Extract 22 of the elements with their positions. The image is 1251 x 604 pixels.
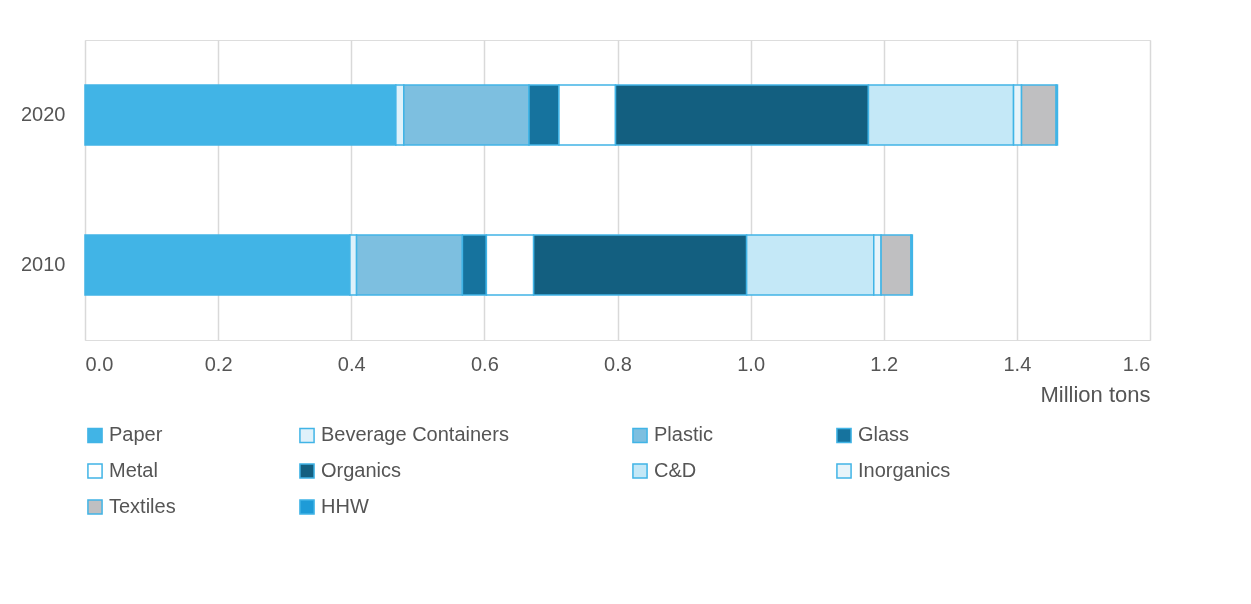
legend-label: Beverage Containers <box>321 423 509 446</box>
x-tick-label: 0.2 <box>204 352 233 375</box>
x-tick-label: 1.4 <box>1003 352 1032 375</box>
x-tick-label: 0.8 <box>604 352 632 375</box>
y-tick-label: 2020 <box>21 103 66 125</box>
legend-label: Inorganics <box>858 459 951 481</box>
x-tick-label: 0.0 <box>85 352 114 375</box>
legend-label: Textiles <box>109 495 176 517</box>
legend-label: Glass <box>858 423 910 446</box>
x-tick-label: 1.6 <box>1122 352 1151 375</box>
x-tick-label: 0.4 <box>337 352 366 375</box>
legend-label: Organics <box>321 459 402 481</box>
y-tick-label: 2010 <box>21 253 66 275</box>
legend-label: Metal <box>109 459 158 481</box>
legend-label: Plastic <box>654 423 713 446</box>
legend-label: HHW <box>321 495 369 517</box>
x-tick-label: 0.6 <box>470 352 499 375</box>
legend-label: Paper <box>109 423 163 446</box>
x-tick-label: 1.0 <box>737 352 766 375</box>
x-tick-label: 1.2 <box>870 352 899 375</box>
x-axis-title: Million tons <box>1040 381 1151 407</box>
legend-label: C&D <box>654 459 697 481</box>
